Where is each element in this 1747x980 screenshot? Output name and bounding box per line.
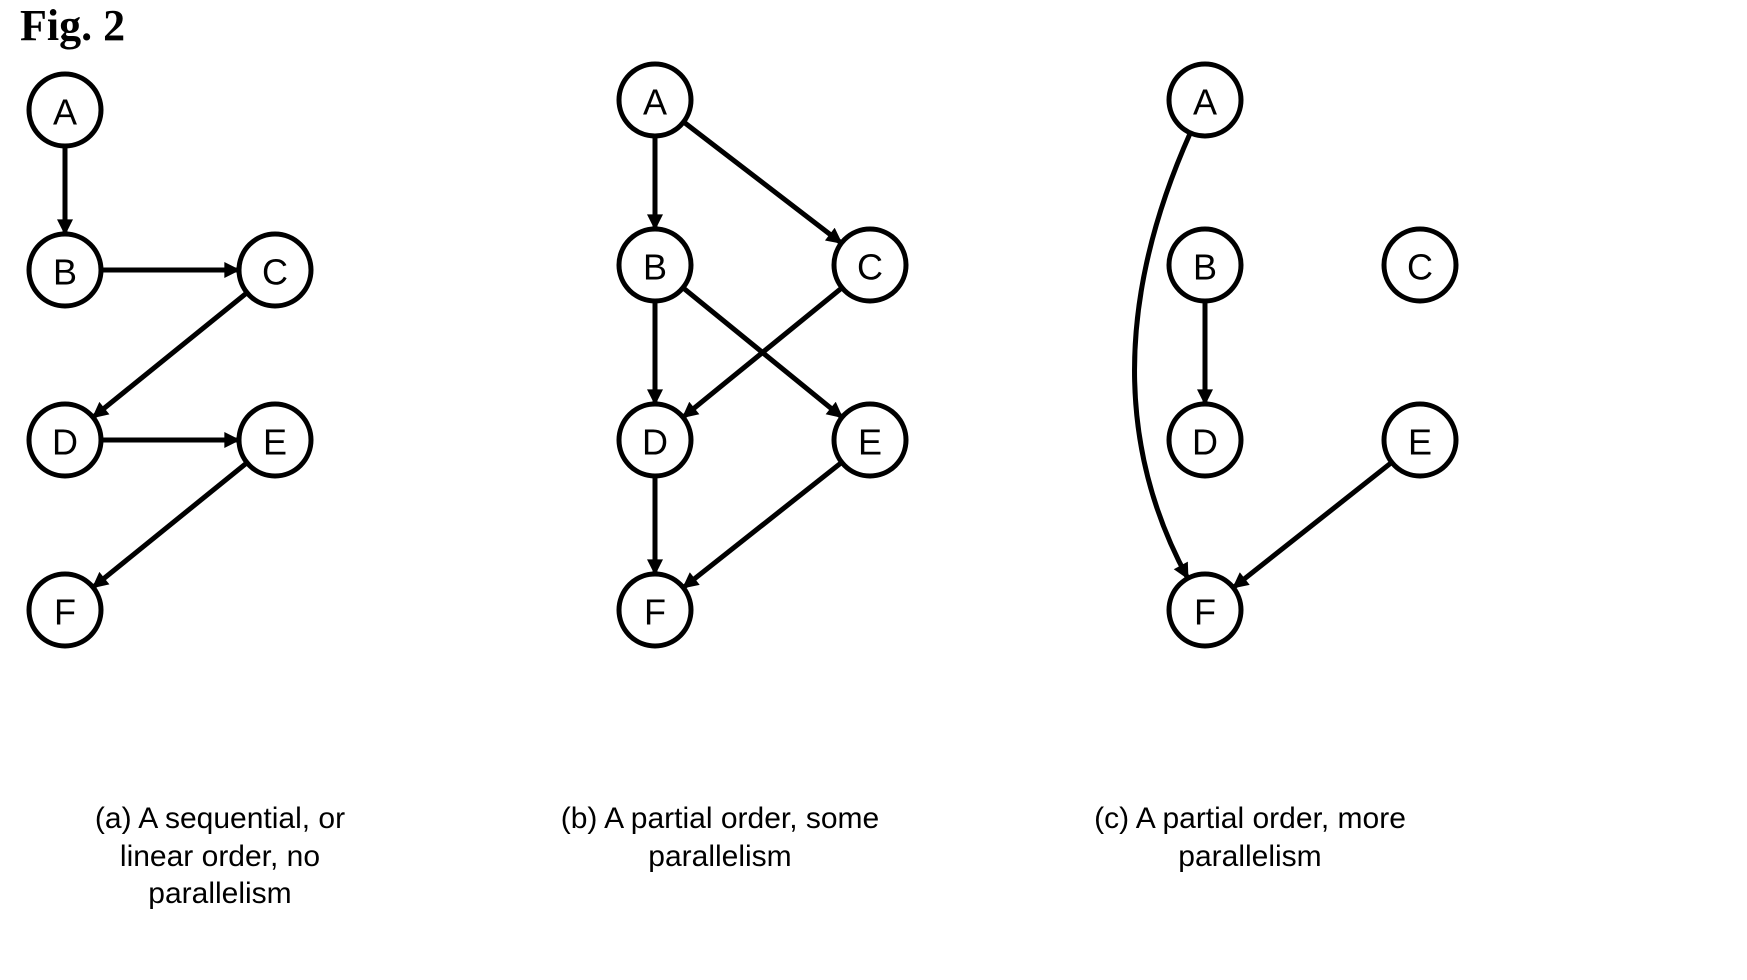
node-label-B: B	[1193, 247, 1217, 288]
node-label-E: E	[263, 422, 287, 463]
edge-A-C	[684, 122, 842, 243]
caption-a: (a) A sequential, or linear order, no pa…	[60, 800, 380, 913]
node-label-B: B	[53, 252, 77, 293]
figure-canvas: Fig. 2 ABCDEFABCDEFABCDEF (a) A sequenti…	[0, 0, 1747, 980]
node-label-D: D	[52, 422, 78, 463]
edge-E-F	[93, 463, 247, 588]
node-label-C: C	[1407, 247, 1433, 288]
edge-A-F	[1135, 133, 1191, 578]
node-label-A: A	[643, 82, 667, 123]
panel-b: A B C D E F	[619, 64, 906, 646]
caption-b: (b) A partial order, some parallelism	[540, 800, 900, 875]
node-label-D: D	[1192, 422, 1218, 463]
edge-E-F	[683, 462, 842, 587]
node-label-F: F	[644, 592, 666, 633]
node-label-F: F	[1194, 592, 1216, 633]
edge-E-F	[1233, 462, 1392, 587]
node-label-E: E	[858, 422, 882, 463]
node-label-E: E	[1408, 422, 1432, 463]
node-label-C: C	[262, 252, 288, 293]
edge-C-D	[93, 293, 247, 418]
node-label-D: D	[642, 422, 668, 463]
node-label-B: B	[643, 247, 667, 288]
node-label-F: F	[54, 592, 76, 633]
panel-a: A B C D E F	[29, 74, 311, 646]
caption-c: (c) A partial order, more parallelism	[1070, 800, 1430, 875]
panel-c: A B C D E F	[1135, 64, 1456, 646]
node-label-C: C	[857, 247, 883, 288]
node-label-A: A	[53, 92, 77, 133]
node-label-A: A	[1193, 82, 1217, 123]
